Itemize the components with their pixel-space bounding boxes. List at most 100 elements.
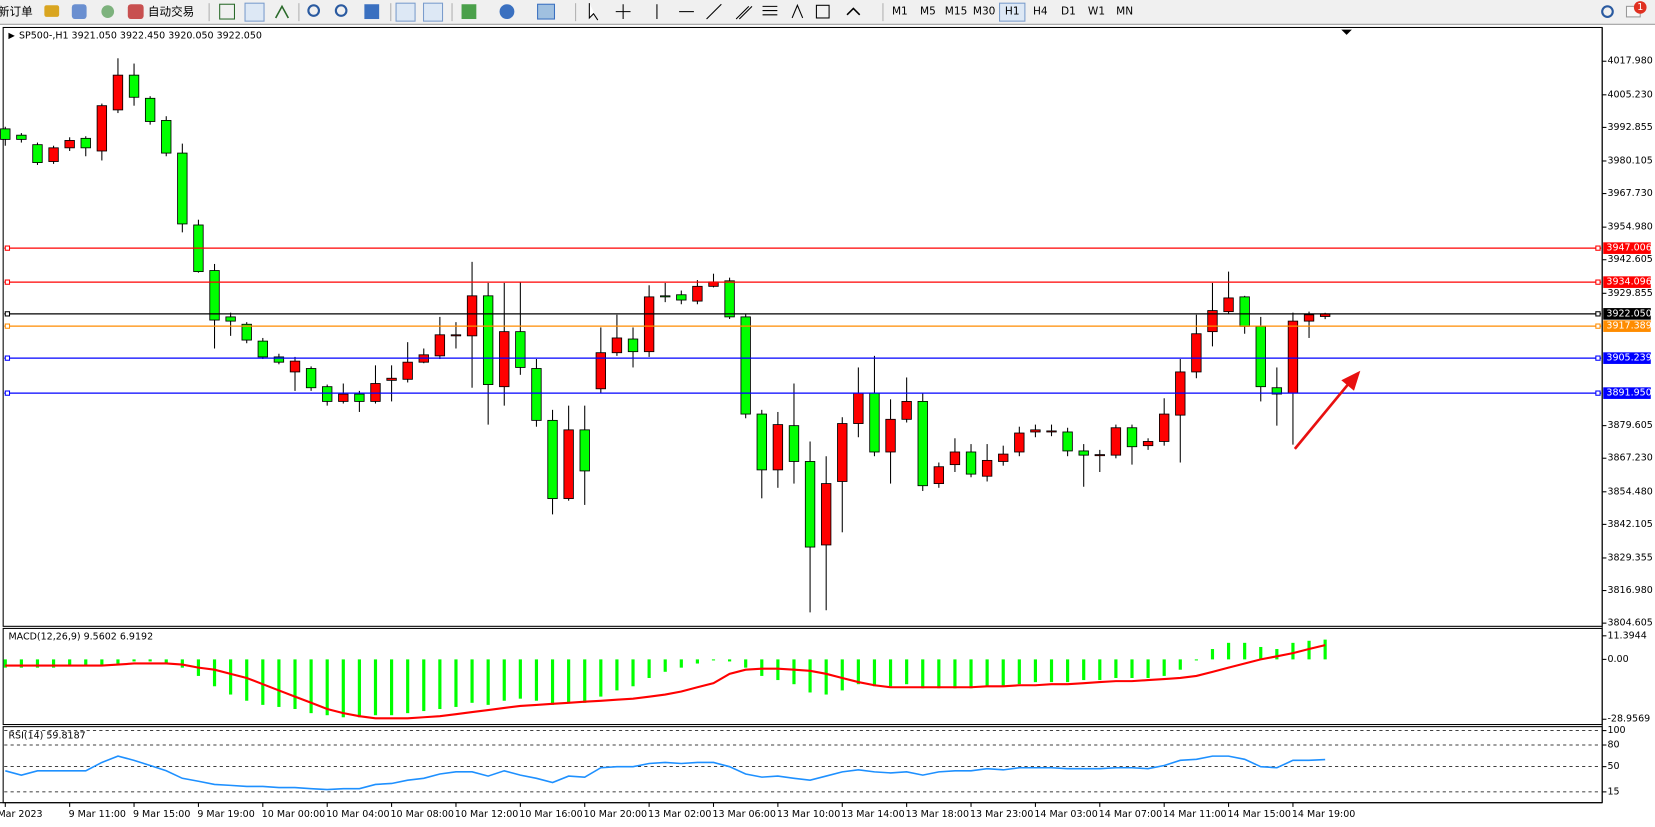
icon[interactable] [219,3,235,20]
candle-body [933,466,945,485]
level-handle [4,279,11,285]
macd-bar [583,659,587,703]
icon[interactable] [127,4,144,20]
level-handle [4,245,11,251]
timeframe-button[interactable]: MN [1116,6,1133,18]
macd-bar [373,659,378,716]
candle-body [579,429,590,472]
candle-body [949,451,961,466]
arrow-shaft [1293,381,1351,450]
level-handle [4,355,11,361]
macd-bar [51,659,56,668]
timeframe-button[interactable]: H4 [1033,6,1048,18]
toolbar-bg [0,0,1655,25]
candle-body [643,296,655,353]
macd-bar [1162,659,1166,676]
candle-body [1062,431,1073,452]
x-tick-label: 10 Mar 04:00 [326,809,389,820]
macd-bar [116,659,120,664]
candle-body [322,386,333,402]
candle-body [241,323,252,341]
zoom-out[interactable] [334,4,348,17]
macd-pane [2,627,1603,726]
candle-body [96,105,108,152]
chart-layer: 4017.980 4005.230 3992.855 3980.105 3967.730… [0,56,1653,820]
rsi-line [5,755,1326,791]
timeframe-button[interactable]: H1 [1005,6,1020,18]
timeframe-button[interactable]: D1 [1061,6,1076,18]
zoom-in[interactable] [307,4,321,17]
macd-bar [164,659,168,664]
timeframe-button[interactable]: M15 [945,6,968,18]
icon[interactable] [71,4,87,20]
macd-bar [470,659,474,703]
crosshair-tool[interactable] [615,4,631,20]
y-tick-label: 3879.605 [1607,420,1652,431]
trendline-tool[interactable] [706,3,722,20]
macd-bar [68,659,72,666]
level-label: 3922.050 [1606,308,1651,319]
timeframe-button[interactable]: W1 [1088,6,1105,18]
timeframe-button[interactable]: M30 [973,6,996,18]
y-tick-label: 3992.855 [1607,122,1652,133]
macd-bar [389,659,394,716]
candle-body [386,377,397,381]
icon[interactable] [499,4,515,20]
icon[interactable] [44,5,60,17]
level-label-bg [1603,387,1651,399]
icon[interactable] [101,5,115,18]
auto-trade-button[interactable]: 自动交易 [148,5,194,19]
y-tick-label: 80 [1607,740,1619,751]
fibo-tool[interactable] [762,5,778,16]
macd-bar [325,659,329,716]
icon[interactable] [364,4,380,20]
macd-bar [341,659,345,718]
icon[interactable] [537,3,556,20]
candle-body [1094,454,1105,457]
level-handle [4,323,11,329]
notification-count: 1 [1637,2,1643,13]
icon[interactable] [422,2,444,22]
active-timeframe[interactable] [999,2,1026,22]
label-tool[interactable] [815,4,830,19]
candle-body [611,337,623,354]
y-tick-label: 3804.605 [1607,618,1652,629]
icon[interactable] [274,4,290,19]
level-label-bg [1603,308,1651,320]
candle-body [112,74,124,111]
macd-bar [1130,659,1134,678]
channel-tool[interactable] [735,5,753,20]
candle-body [1303,314,1315,322]
cursor-tool[interactable] [588,3,599,21]
main-pane [2,26,1603,627]
text-tool[interactable] [791,3,804,19]
macd-bar [1114,659,1118,678]
macd-bar [1146,659,1150,678]
macd-bar [1001,659,1005,687]
candle-body [515,331,526,368]
search-button[interactable] [1601,5,1614,18]
rsi-pane [2,726,1603,804]
y-tick-label: 3842.105 [1607,519,1652,530]
icon[interactable] [244,2,265,22]
timeframe-button[interactable]: M5 [920,6,936,18]
level-label: 3947.006 [1606,243,1651,254]
x-tick-label: 10 Mar 16:00 [519,809,582,820]
x-tick-label: 14 Mar 15:00 [1228,809,1291,820]
x-tick-label: 9 Mar 11:00 [69,809,126,820]
new-order-button[interactable]: 新订单 [0,5,33,19]
timeframe-button[interactable]: M1 [892,6,908,18]
icon[interactable] [395,2,416,22]
arrows-tool[interactable] [846,7,861,16]
annotation-arrow [1293,370,1361,450]
candle-body [804,461,816,548]
x-tick-label: 10 Mar 12:00 [455,809,518,820]
level-label-bg [1603,242,1651,254]
macd-bar [744,659,748,668]
candle-body [257,340,268,358]
candle-body [901,400,912,420]
macd-bar [1017,659,1021,685]
icon[interactable] [461,4,477,20]
candle-body [370,383,381,402]
notification-badge[interactable] [1633,1,1647,14]
